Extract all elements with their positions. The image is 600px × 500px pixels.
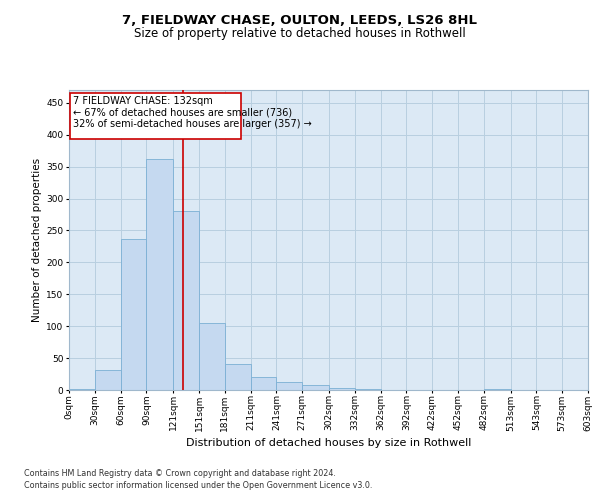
Y-axis label: Number of detached properties: Number of detached properties — [32, 158, 42, 322]
Text: 7 FIELDWAY CHASE: 132sqm: 7 FIELDWAY CHASE: 132sqm — [73, 96, 213, 106]
Text: ← 67% of detached houses are smaller (736): ← 67% of detached houses are smaller (73… — [73, 107, 292, 117]
Bar — [277, 382, 302, 390]
Bar — [146, 159, 173, 390]
Text: Distribution of detached houses by size in Rothwell: Distribution of detached houses by size … — [186, 438, 472, 448]
Bar — [329, 388, 355, 390]
Bar — [302, 385, 329, 390]
Bar — [95, 370, 121, 390]
Text: 7, FIELDWAY CHASE, OULTON, LEEDS, LS26 8HL: 7, FIELDWAY CHASE, OULTON, LEEDS, LS26 8… — [122, 14, 478, 28]
Text: Contains public sector information licensed under the Open Government Licence v3: Contains public sector information licen… — [24, 480, 373, 490]
Bar — [355, 388, 380, 390]
Bar — [225, 364, 251, 390]
Text: 32% of semi-detached houses are larger (357) →: 32% of semi-detached houses are larger (… — [73, 118, 312, 128]
Text: Contains HM Land Registry data © Crown copyright and database right 2024.: Contains HM Land Registry data © Crown c… — [24, 470, 336, 478]
Text: Size of property relative to detached houses in Rothwell: Size of property relative to detached ho… — [134, 26, 466, 40]
Bar — [121, 240, 146, 390]
FancyBboxPatch shape — [70, 93, 241, 139]
Bar — [173, 212, 199, 390]
Bar — [251, 377, 277, 390]
Bar — [199, 323, 225, 390]
